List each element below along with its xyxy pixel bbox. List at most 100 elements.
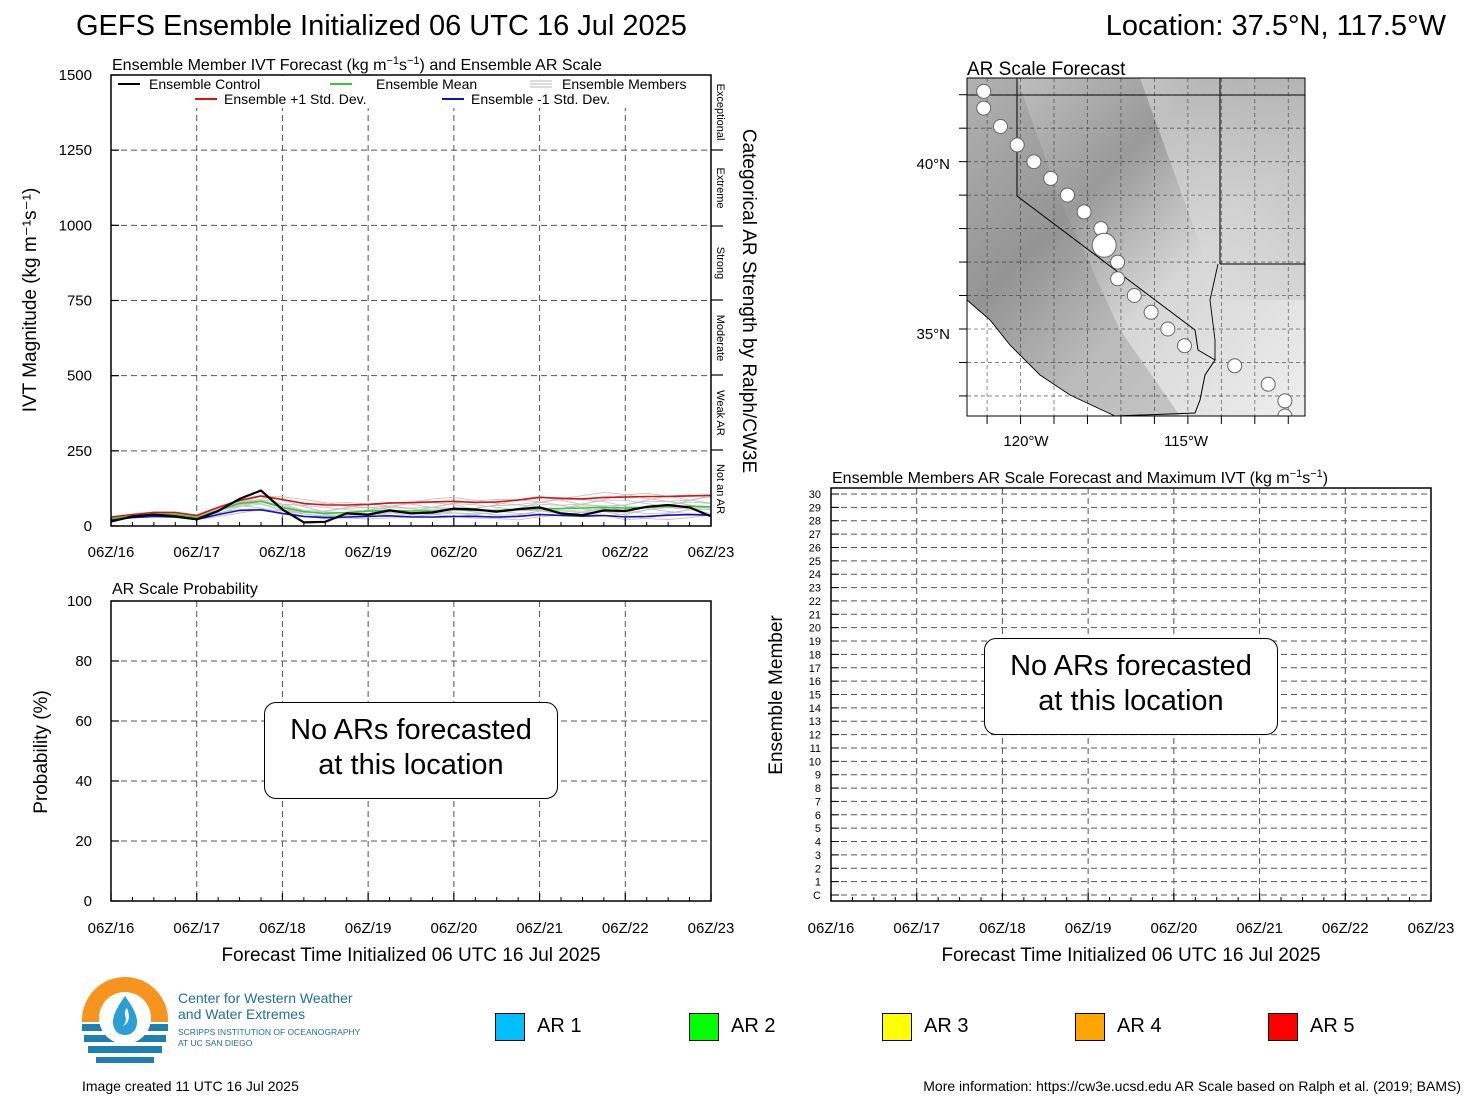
more-info-link[interactable]: More information: https://cw3e.ucsd.edu …	[923, 1078, 1461, 1094]
map-lon-label-115: 115°W	[1164, 433, 1209, 450]
map-track-point	[1026, 154, 1042, 170]
ivt-xtick-label: 06Z/20	[431, 544, 478, 561]
members-y-ticks: C123456789101112131415161718192021222324…	[809, 489, 839, 902]
ivt-x-ticks: 06Z/16 06Z/17 06Z/18 06Z/19 06Z/20 06Z/21 06Z/…	[88, 518, 735, 561]
legend-plus-std-label: Ensemble +1 Std. Dev.	[224, 91, 367, 107]
ar-category-extreme: Extreme	[714, 168, 726, 209]
map-lat-label-35: 35°N	[916, 326, 950, 343]
members-gridlines	[831, 488, 1431, 901]
map-track-point	[1260, 376, 1276, 392]
prob-no-ar-line2: at this location	[318, 749, 504, 781]
prob-xtick-label: 06Z/17	[173, 920, 220, 937]
map-track-point	[1110, 254, 1126, 270]
map-lat-label-40: 40°N	[916, 156, 950, 173]
prob-x-ticks: 06Z/16 06Z/17 06Z/18 06Z/19 06Z/20 06Z/21 06Z/…	[88, 893, 735, 937]
map-track-point	[1076, 204, 1092, 220]
members-xtick-label: 06Z/16	[808, 920, 855, 937]
ar-category-exceptional: Exceptional	[714, 84, 726, 141]
members-row-label: 29	[809, 502, 821, 514]
logo-drop-icon	[113, 996, 137, 1035]
prob-no-ar-box: No ARs forecasted at this location	[264, 702, 558, 799]
ar1-label: AR 1	[537, 1015, 582, 1037]
members-row-label: 13	[809, 716, 821, 728]
prob-x-axis-label: Forecast Time Initialized 06 UTC 16 Jul …	[221, 945, 600, 966]
legend-members-label: Ensemble Members	[562, 76, 687, 92]
members-row-label: 15	[809, 690, 821, 702]
members-row-label: 27	[809, 529, 821, 541]
map-track-point	[1277, 393, 1293, 409]
members-row-label: 12	[809, 730, 821, 742]
members-xtick-label: 06Z/23	[1408, 920, 1455, 937]
prob-xtick-label: 06Z/23	[688, 920, 735, 937]
ivt-ytick-label: 250	[67, 443, 92, 460]
ar4-label: AR 4	[1117, 1015, 1162, 1037]
ar3-label: AR 3	[924, 1015, 969, 1037]
members-row-label: C	[813, 890, 821, 902]
ivt-xtick-label: 06Z/16	[88, 544, 135, 561]
members-row-label: 22	[809, 596, 821, 608]
members-row-label: 10	[809, 756, 821, 768]
prob-y-ticks: 0 20 40 60 80 100	[67, 593, 119, 910]
legend-mean-label: Ensemble Mean	[376, 76, 477, 92]
members-x-ticks: 06Z/16 06Z/17 06Z/18 06Z/19 06Z/20 06Z/21 06Z/…	[808, 893, 1455, 937]
map-track-point	[976, 100, 992, 116]
location-label: Location: 37.5°N, 117.5°W	[1105, 10, 1446, 42]
legend-members-swatch	[530, 80, 552, 88]
map-track-point	[1227, 358, 1243, 374]
prob-ytick-label: 40	[75, 773, 92, 790]
legend-control-label: Ensemble Control	[149, 76, 260, 92]
ivt-xtick-label: 06Z/22	[602, 544, 649, 561]
members-row-label: 6	[815, 810, 821, 822]
map-terrain-east	[1140, 78, 1305, 300]
map-coastline	[967, 299, 1116, 416]
members-no-ar-box: No ARs forecasted at this location	[984, 638, 1278, 735]
members-row-label: 8	[815, 783, 821, 795]
members-row-label: 24	[809, 569, 821, 581]
ivt-y-axis-label: IVT Magnitude (kg m⁻¹s⁻¹)	[20, 188, 41, 413]
members-y-axis-label: Ensemble Member	[766, 615, 787, 775]
ivt-series-ensemble-1-std-dev-	[111, 508, 711, 521]
members-row-label: 19	[809, 636, 821, 648]
members-row-label: 2	[815, 863, 821, 875]
logo-line1: Center for Western Weather	[178, 990, 353, 1006]
members-row-label: 11	[810, 743, 821, 755]
ivt-ytick-label: 0	[84, 518, 92, 535]
members-row-label: 25	[809, 556, 821, 568]
ivt-legend-box	[112, 76, 710, 108]
ivt-series-ensemble-control	[111, 489, 711, 524]
map-ar-track	[967, 78, 1293, 416]
map-track-point	[976, 83, 992, 99]
members-row-label: 3	[815, 850, 821, 862]
ar-category-moderate: Moderate	[714, 315, 726, 361]
map-track-point	[1277, 408, 1293, 416]
ivt-xtick-label: 06Z/21	[516, 544, 563, 561]
ivt-y-ticks: 0 250 500 750 1000 1250 1500	[59, 67, 119, 535]
members-xtick-label: 06Z/22	[1322, 920, 1369, 937]
members-no-ar-line1: No ARs forecasted	[1010, 650, 1252, 682]
ivt-xtick-label: 06Z/23	[688, 544, 735, 561]
logo-line4: AT UC SAN DIEGO	[178, 1038, 253, 1048]
map-track-point	[993, 119, 1008, 134]
map-title: AR Scale Forecast	[967, 59, 1126, 80]
members-row-label: 26	[809, 542, 821, 554]
ivt-xtick-label: 06Z/17	[173, 544, 220, 561]
ivt-ytick-label: 1500	[59, 67, 92, 84]
members-xtick-label: 06Z/17	[893, 920, 940, 937]
members-xtick-label: 06Z/18	[979, 920, 1026, 937]
ar1-swatch	[495, 1013, 525, 1041]
map-track-point	[1043, 170, 1059, 186]
members-x-axis-label: Forecast Time Initialized 06 UTC 16 Jul …	[941, 945, 1320, 966]
prob-xtick-label: 06Z/21	[516, 920, 563, 937]
members-row-label: 18	[809, 649, 821, 661]
members-row-label: 4	[815, 837, 821, 849]
map-track-point	[1110, 271, 1126, 287]
ivt-panel-title: Ensemble Member IVT Forecast (kg m−1s−1)…	[112, 55, 602, 74]
prob-ytick-label: 0	[84, 893, 92, 910]
members-row-label: 1	[815, 877, 821, 889]
nevada-arizona-border	[1209, 263, 1219, 360]
members-row-label: 16	[809, 676, 821, 688]
members-row-label: 14	[809, 703, 821, 715]
